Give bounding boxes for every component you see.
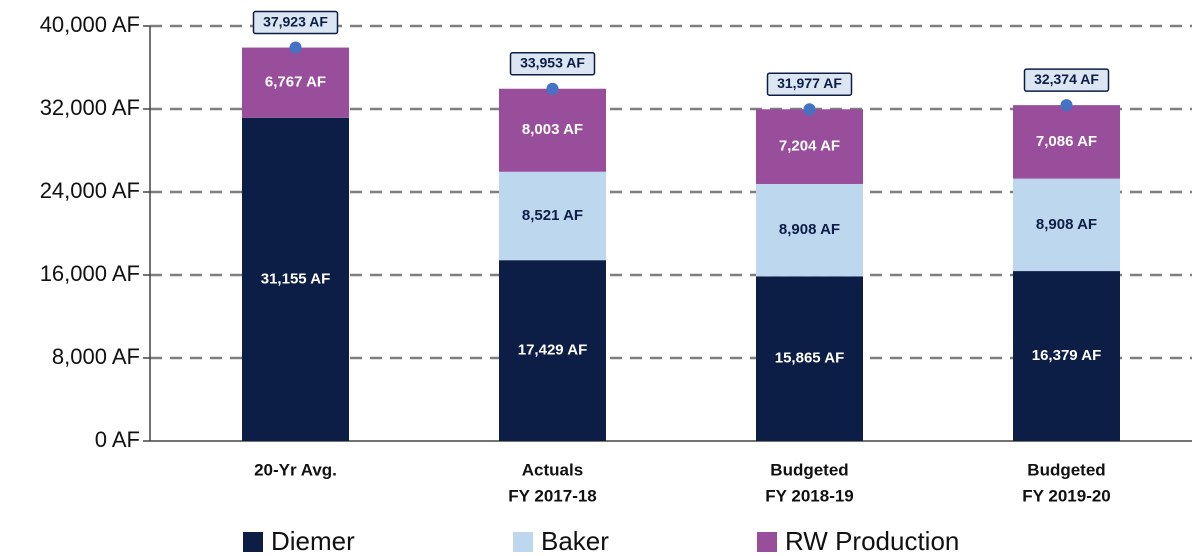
- value-label: 6,767 AF: [265, 74, 326, 91]
- x-tick-label: FY 2017-18: [508, 486, 597, 505]
- total-label-box: [766, 72, 853, 96]
- y-tick-label: 32,000 AF: [40, 95, 140, 120]
- total-marker: [289, 41, 302, 54]
- y-tick-label: 8,000 AF: [52, 344, 140, 369]
- value-label: 8,908 AF: [779, 221, 840, 238]
- legend-label: Diemer: [271, 526, 355, 556]
- x-tick-label: Budgeted: [1027, 460, 1105, 479]
- total-label-box: [252, 10, 339, 35]
- x-tick-label: 20-Yr Avg.: [254, 460, 337, 479]
- total-marker: [803, 103, 816, 116]
- y-tick-label: 24,000 AF: [40, 178, 140, 203]
- y-tick-label: 40,000 AF: [40, 12, 140, 37]
- bar-segment: [756, 183, 863, 277]
- value-label: 15,865 AF: [775, 350, 845, 367]
- bar-segment: [1013, 105, 1120, 179]
- total-label-box: [1023, 68, 1110, 92]
- total-marker: [546, 82, 559, 95]
- bar-segment: [1013, 178, 1120, 272]
- value-label: 16,379 AF: [1032, 347, 1102, 364]
- total-label: 32,374 AF: [1034, 71, 1099, 87]
- x-tick-label: Actuals: [522, 460, 583, 479]
- x-tick-label: FY 2018-19: [765, 486, 854, 505]
- total-label: 37,923 AF: [263, 13, 328, 29]
- bar-segment: [242, 47, 349, 118]
- legend-swatch: [757, 532, 777, 552]
- total-label-box: [509, 51, 596, 76]
- y-tick-label: 16,000 AF: [40, 261, 140, 286]
- value-label: 8,908 AF: [1036, 216, 1097, 233]
- bar-segment: [499, 260, 606, 441]
- value-label: 17,429 AF: [518, 342, 588, 359]
- x-tick-label: Budgeted: [770, 460, 848, 479]
- value-label: 8,521 AF: [522, 207, 583, 224]
- value-label: 7,086 AF: [1036, 133, 1097, 150]
- y-tick-label: 0 AF: [95, 427, 140, 452]
- bar-segment: [756, 109, 863, 184]
- legend-swatch: [243, 532, 263, 552]
- bar-segment: [756, 276, 863, 441]
- total-label: 33,953 AF: [520, 54, 585, 70]
- bar-segment: [242, 117, 349, 441]
- legend-label: Baker: [541, 526, 609, 556]
- bar-segment: [499, 88, 606, 172]
- total-marker: [1060, 99, 1073, 112]
- x-tick-label: FY 2019-20: [1022, 486, 1111, 505]
- value-label: 31,155 AF: [261, 270, 331, 287]
- legend-swatch: [513, 532, 533, 552]
- bar-segment: [1013, 271, 1120, 441]
- legend-label: RW Production: [785, 526, 959, 556]
- total-label: 31,977 AF: [777, 75, 842, 91]
- value-label: 8,003 AF: [522, 121, 583, 138]
- value-label: 7,204 AF: [779, 138, 840, 155]
- bar-segment: [499, 171, 606, 261]
